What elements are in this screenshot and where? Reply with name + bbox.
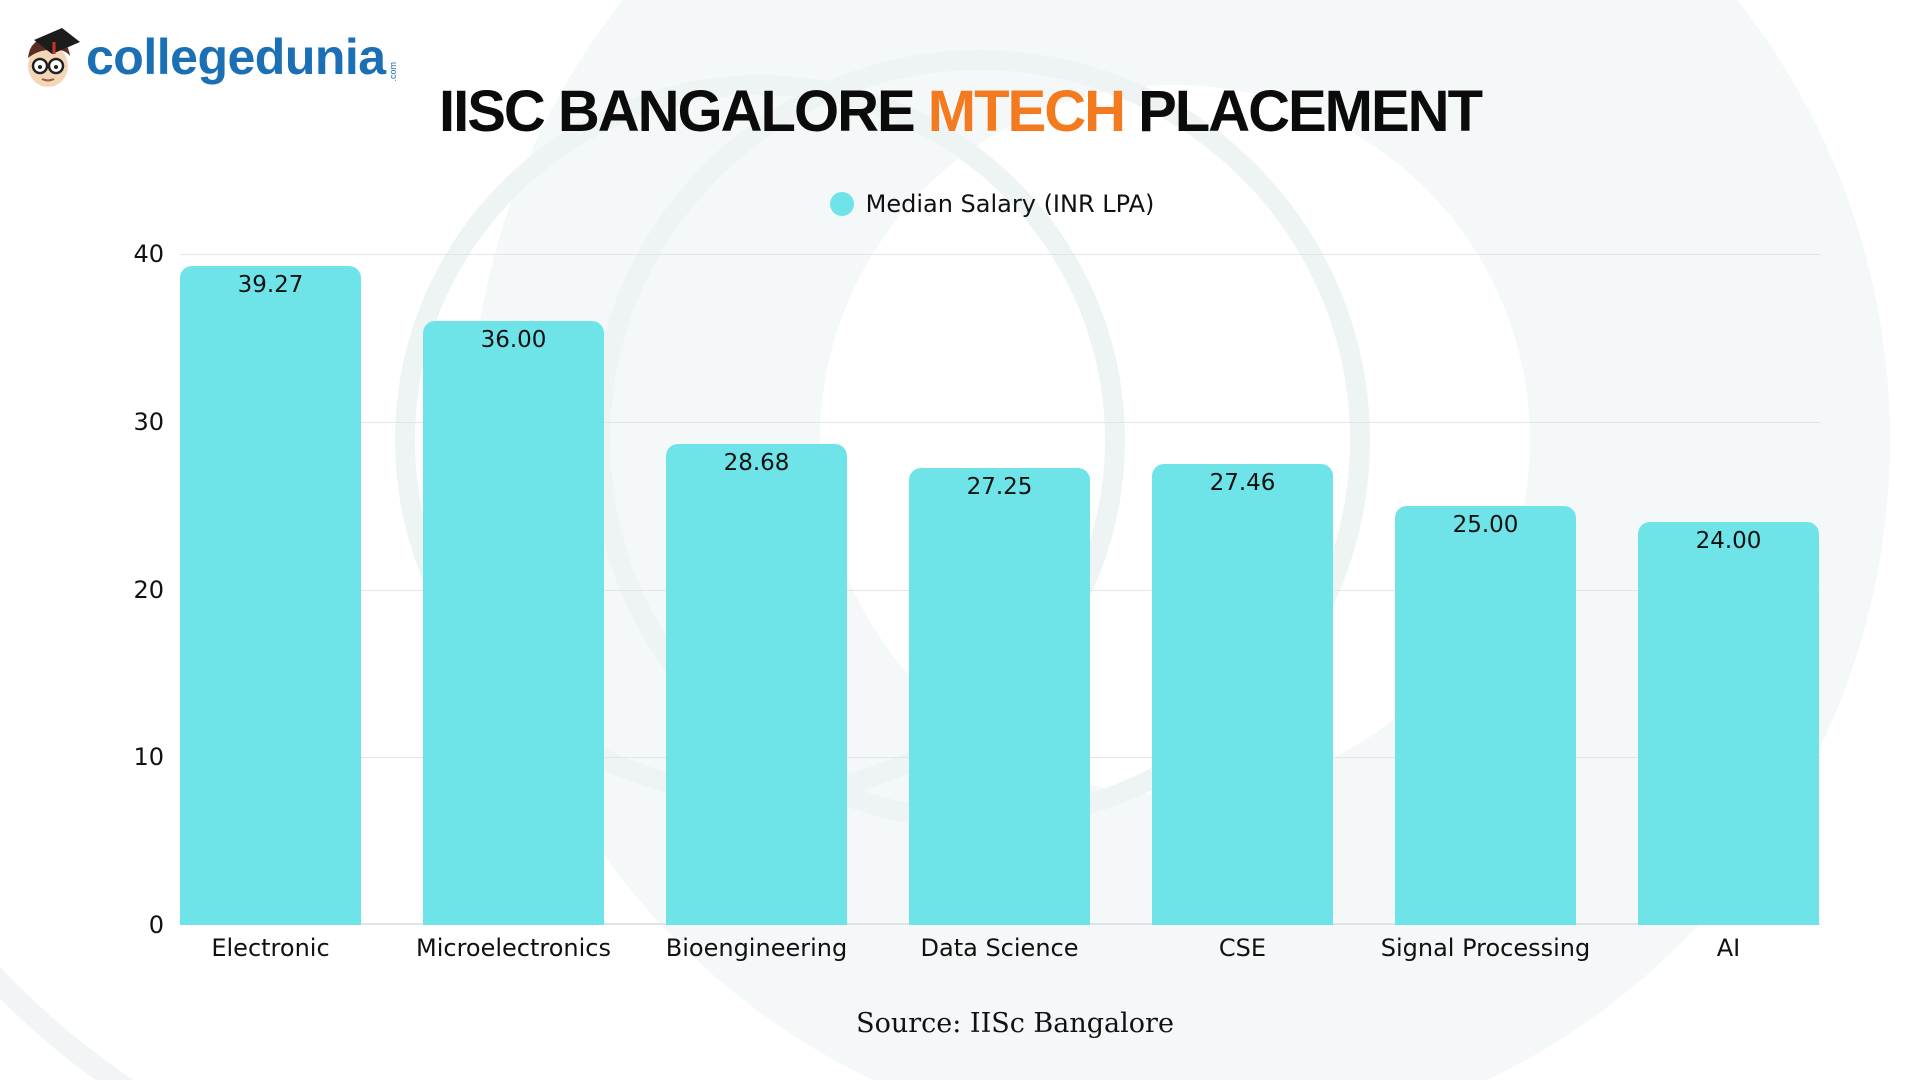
legend-item[interactable]: Median Salary (INR LPA) xyxy=(829,190,1155,218)
x-axis-category-label: Electronic xyxy=(211,934,330,962)
logo-wordmark: collegedunia xyxy=(86,29,386,85)
x-axis-category-label: Data Science xyxy=(920,934,1079,962)
x-axis-category-label: Microelectronics xyxy=(416,934,611,962)
title-accent: MTECH xyxy=(927,79,1126,144)
plot-area: 0 10 20 30 40 39.27 Electronic 36.00 Microelectr… xyxy=(133,240,1820,962)
bar-value-label: 27.25 xyxy=(966,473,1033,500)
bar[interactable]: 39.27 xyxy=(180,266,361,925)
bar[interactable]: 25.00 xyxy=(1395,505,1576,925)
y-axis-tick-label: 40 xyxy=(133,240,164,268)
bar[interactable]: 36.00 xyxy=(423,321,604,925)
x-axis-category-label: Bioengineering xyxy=(665,934,848,962)
gridline xyxy=(180,254,1820,255)
bar[interactable]: 28.68 xyxy=(666,443,847,925)
legend-label: Median Salary (INR LPA) xyxy=(865,190,1155,218)
bar-value-label: 25.00 xyxy=(1452,511,1519,538)
chart-title: IISC BANGALORE MTECH PLACEMENT xyxy=(0,78,1920,145)
x-axis-category-label: Signal Processing xyxy=(1380,934,1591,962)
bar-value-label: 39.27 xyxy=(237,272,304,299)
y-axis-tick-label: 10 xyxy=(133,743,164,772)
legend: Median Salary (INR LPA) xyxy=(0,190,1920,218)
bar-value-label: 27.46 xyxy=(1209,470,1276,497)
source-caption: Source: IISc Bangalore xyxy=(856,1008,1174,1039)
bar-value-label: 24.00 xyxy=(1695,528,1762,555)
y-axis-tick-label: 20 xyxy=(133,575,164,604)
y-axis-tick-label: 30 xyxy=(133,407,164,436)
bar[interactable]: 24.00 xyxy=(1638,522,1819,925)
bar[interactable]: 27.46 xyxy=(1152,464,1333,925)
bar[interactable]: 27.25 xyxy=(909,467,1090,925)
bar-value-label: 28.68 xyxy=(723,449,790,476)
legend-swatch-icon xyxy=(829,192,854,216)
title-part-2: PLACEMENT xyxy=(1124,79,1483,144)
x-axis-category-label: CSE xyxy=(1218,934,1267,962)
title-part-1: IISC BANGALORE xyxy=(438,79,928,144)
bar-value-label: 36.00 xyxy=(480,327,547,354)
x-axis-category-label: AI xyxy=(1716,934,1741,962)
